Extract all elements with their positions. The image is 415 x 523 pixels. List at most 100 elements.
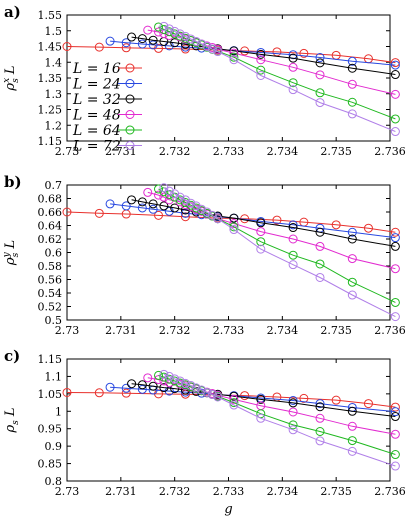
data-point [256, 227, 266, 237]
data-point [175, 29, 185, 39]
data-point [105, 36, 115, 46]
x-tick-label: 2.736 [374, 324, 406, 337]
data-point [315, 70, 325, 80]
data-point [229, 213, 239, 223]
data-point [288, 425, 298, 435]
data-point [154, 210, 164, 220]
y-tick-label: 0.56 [38, 274, 63, 287]
data-point [347, 436, 357, 446]
data-point [148, 204, 158, 214]
legend-marker [125, 141, 135, 150]
data-point [137, 203, 147, 213]
data-point [390, 227, 400, 237]
data-point [229, 225, 239, 235]
data-point [159, 372, 169, 382]
data-point [121, 38, 131, 48]
data-point [121, 388, 131, 398]
data-point [390, 461, 400, 471]
data-point [288, 250, 298, 260]
data-point [127, 379, 137, 389]
y-axis-title: ρs L [3, 407, 21, 433]
y-tick-label: 0.9 [45, 440, 63, 453]
data-point [256, 244, 266, 254]
legend-label: L = 72 [72, 139, 121, 155]
data-point [213, 47, 223, 57]
data-point [347, 406, 357, 416]
data-point [288, 53, 298, 63]
x-tick-label: 2.735 [320, 324, 352, 337]
data-point [170, 38, 180, 48]
data-point [159, 383, 169, 393]
legend-label: L = 64 [72, 123, 121, 139]
x-tick-label: 2.731 [105, 485, 137, 498]
data-point [229, 400, 239, 410]
plot-frame [66, 358, 391, 482]
series-l72 [159, 183, 400, 322]
series-line [158, 26, 396, 120]
data-point [62, 42, 72, 51]
data-point [315, 227, 325, 237]
data-point [202, 387, 212, 397]
series-line [110, 203, 396, 239]
plot-frame [66, 184, 391, 321]
y-tick-label: 1.55 [38, 9, 63, 22]
data-point [256, 55, 266, 65]
data-point [164, 27, 174, 37]
x-tick-label: 2.731 [105, 145, 137, 158]
data-point [180, 212, 190, 222]
data-point [213, 392, 223, 402]
data-point [288, 62, 298, 72]
data-point [159, 201, 169, 211]
data-point [197, 39, 207, 49]
data-point [315, 259, 325, 269]
y-tick-label: 0.54 [38, 287, 63, 300]
data-point [347, 79, 357, 89]
data-point [137, 197, 147, 207]
y-tick-label: 0.52 [38, 301, 63, 314]
legend-label: L = 24 [72, 77, 121, 93]
data-point [180, 31, 190, 41]
data-point [121, 43, 131, 53]
data-point [256, 413, 266, 423]
data-point [315, 241, 325, 251]
x-tick-label: 2.736 [374, 145, 406, 158]
data-point [105, 382, 115, 392]
data-point [288, 85, 298, 95]
data-point [315, 399, 325, 409]
data-point [175, 376, 185, 386]
y-tick-label: 0.7 [45, 179, 63, 192]
x-tick-label: 2.731 [105, 324, 137, 337]
x-axis-title: g [224, 502, 232, 517]
data-point [347, 56, 357, 66]
y-tick-label: 1.05 [38, 388, 63, 401]
data-point [390, 58, 400, 68]
series-l16 [62, 207, 400, 237]
data-point [186, 380, 196, 390]
data-point [256, 49, 266, 59]
y-tick-label: 1.15 [38, 353, 63, 366]
x-tick-label: 2.732 [159, 324, 191, 337]
data-point [331, 220, 341, 230]
data-point [197, 385, 207, 395]
data-point [347, 97, 357, 107]
x-tick-label: 2.734 [267, 324, 299, 337]
y-tick-label: 1.35 [38, 72, 63, 85]
series-line [110, 386, 396, 413]
data-point [94, 388, 104, 398]
panel-b: b)2.73 2.731 2.732 2.733 2.734 2.735 2.7360.50… [2, 173, 406, 337]
data-point [390, 89, 400, 99]
data-point [299, 393, 309, 403]
series-l72 [159, 369, 400, 471]
data-point [164, 189, 174, 199]
data-point [164, 371, 174, 381]
y-tick-label: 0.64 [38, 220, 63, 233]
data-point [315, 58, 325, 68]
y-tick-label: 1 [55, 405, 62, 418]
data-point [229, 218, 239, 228]
x-tick-label: 2.73 [55, 145, 80, 158]
y-tick-label: 0.58 [38, 260, 63, 273]
y-tick-label: 0.62 [38, 233, 63, 246]
data-point [121, 201, 131, 211]
data-point [390, 450, 400, 460]
